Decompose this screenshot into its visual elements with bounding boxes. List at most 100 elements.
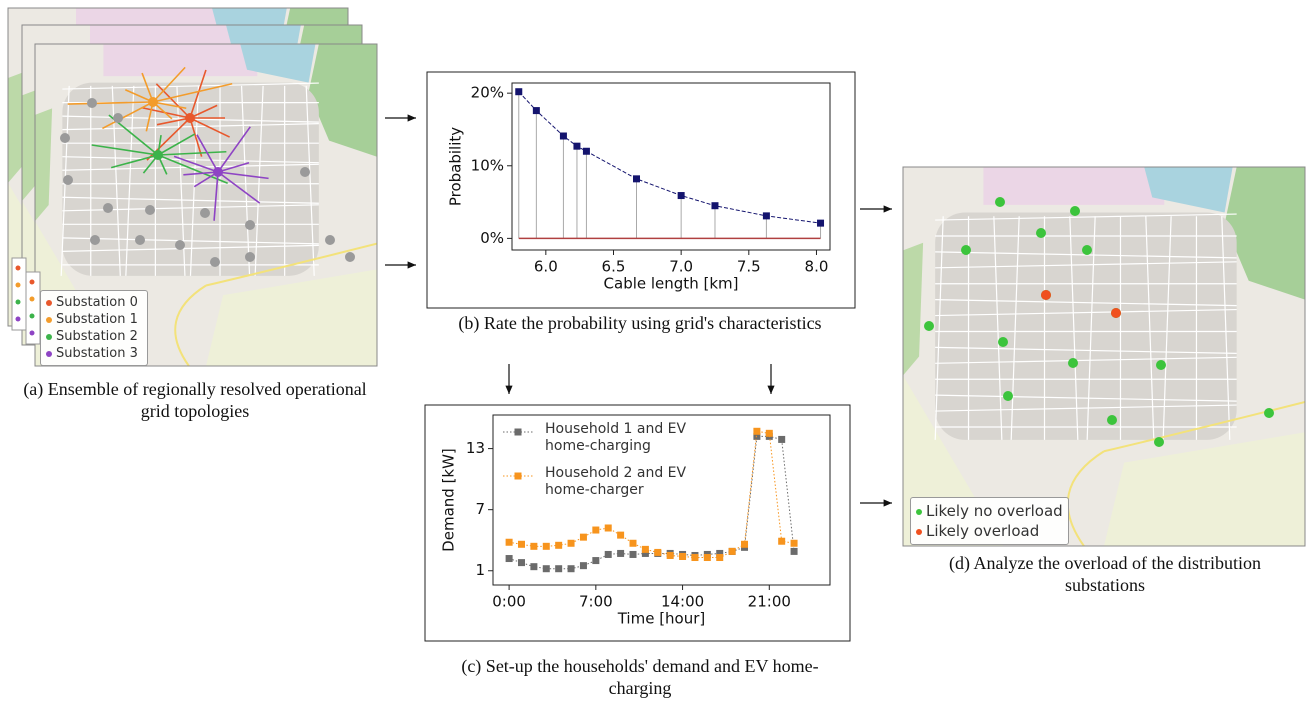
caption-a: (a) Ensemble of regionally resolved oper… xyxy=(10,378,380,422)
point xyxy=(515,88,522,95)
point xyxy=(691,554,698,561)
legend-dot xyxy=(16,300,21,305)
substation-status xyxy=(995,197,1005,207)
x-axis-label: Time [hour] xyxy=(617,610,706,628)
y-tick-label: 7 xyxy=(475,500,485,518)
substation-inactive xyxy=(200,208,210,218)
page: 0%10%20%6.06.57.07.58.0Cable length [km]… xyxy=(0,0,1308,704)
substation-inactive xyxy=(90,235,100,245)
point xyxy=(667,552,674,559)
point xyxy=(778,538,785,545)
legend-entry: Substation 3 xyxy=(46,345,142,362)
point xyxy=(753,428,760,435)
legend-dot xyxy=(16,283,21,288)
point xyxy=(568,540,575,547)
substation-status xyxy=(961,245,971,255)
substation-inactive xyxy=(345,252,355,262)
legend-dot xyxy=(30,314,35,319)
point xyxy=(573,143,580,150)
point xyxy=(704,554,711,561)
legend-dot xyxy=(46,317,52,323)
legend-dot xyxy=(16,266,21,271)
point xyxy=(716,554,723,561)
point xyxy=(633,175,640,182)
point xyxy=(592,557,599,564)
point xyxy=(543,543,550,550)
point xyxy=(630,551,637,558)
legend-label: Household 1 and EV home-charging xyxy=(545,421,720,455)
substation-status xyxy=(1003,391,1013,401)
point xyxy=(678,192,685,199)
map xyxy=(903,167,1305,546)
map-legend: Substation 0Substation 1 Substation 2Subs… xyxy=(40,290,148,366)
point xyxy=(763,212,770,219)
map-industrial xyxy=(983,167,1164,205)
point xyxy=(711,202,718,209)
substation-status xyxy=(1264,408,1274,418)
x-tick-label: 6.5 xyxy=(602,258,626,276)
y-axis-label: Demand [kW] xyxy=(440,448,458,552)
point xyxy=(506,555,513,562)
point xyxy=(583,148,590,155)
map-content xyxy=(903,167,1305,546)
point xyxy=(580,562,587,569)
x-tick-label: 14:00 xyxy=(661,593,704,611)
legend-dot xyxy=(16,317,21,322)
point xyxy=(791,548,798,555)
substation-inactive xyxy=(103,203,113,213)
point xyxy=(605,524,612,531)
substation-inactive xyxy=(245,220,255,230)
legend-dot xyxy=(30,331,35,336)
legend-label: Household 2 and EV home-charger xyxy=(545,465,720,499)
substation xyxy=(185,113,195,123)
legend-label: Likely overload xyxy=(926,522,1039,540)
x-tick-label: 21:00 xyxy=(748,593,791,611)
legend-dot xyxy=(916,529,922,535)
legend-dot xyxy=(30,280,35,285)
legend-entry: Substation 0 xyxy=(46,294,142,311)
substation-inactive xyxy=(210,257,220,267)
substation-inactive xyxy=(175,240,185,250)
point xyxy=(605,551,612,558)
plot-frame xyxy=(512,83,830,250)
legend-label: Substation 1 xyxy=(56,312,138,327)
point xyxy=(617,532,624,539)
point xyxy=(560,133,567,140)
substation-status xyxy=(1036,228,1046,238)
substation-inactive xyxy=(145,205,155,215)
legend-entry: Likely no overload xyxy=(916,501,1063,521)
y-tick-label: 13 xyxy=(466,439,485,457)
y-tick-label: 0% xyxy=(480,229,504,247)
legend-entry: Substation 1 xyxy=(46,311,142,328)
substation-inactive xyxy=(60,133,70,143)
substation xyxy=(213,167,223,177)
point xyxy=(817,220,824,227)
substation-inactive xyxy=(113,113,123,123)
substation xyxy=(148,97,158,107)
substation-status xyxy=(924,321,934,331)
point xyxy=(555,542,562,549)
point xyxy=(592,527,599,534)
substation-status xyxy=(1156,360,1166,370)
point xyxy=(729,548,736,555)
point xyxy=(530,543,537,550)
y-tick-label: 20% xyxy=(471,84,504,102)
legend-dot xyxy=(46,334,52,340)
point xyxy=(568,565,575,572)
legend-marker xyxy=(515,473,522,480)
legend-label: Substation 2 xyxy=(56,329,138,344)
substation-status xyxy=(1041,290,1051,300)
point xyxy=(580,534,587,541)
x-tick-label: 8.0 xyxy=(805,258,829,276)
legend-marker xyxy=(515,429,522,436)
legend-entry: Substation 2 xyxy=(46,328,142,345)
legend-entry: Likely overload xyxy=(916,521,1063,541)
point xyxy=(506,539,513,546)
point xyxy=(642,546,649,553)
point xyxy=(778,436,785,443)
x-tick-label: 0:00 xyxy=(492,593,526,611)
legend-dot xyxy=(916,509,922,515)
point xyxy=(518,559,525,566)
substation-status xyxy=(1070,206,1080,216)
substation-inactive xyxy=(325,235,335,245)
